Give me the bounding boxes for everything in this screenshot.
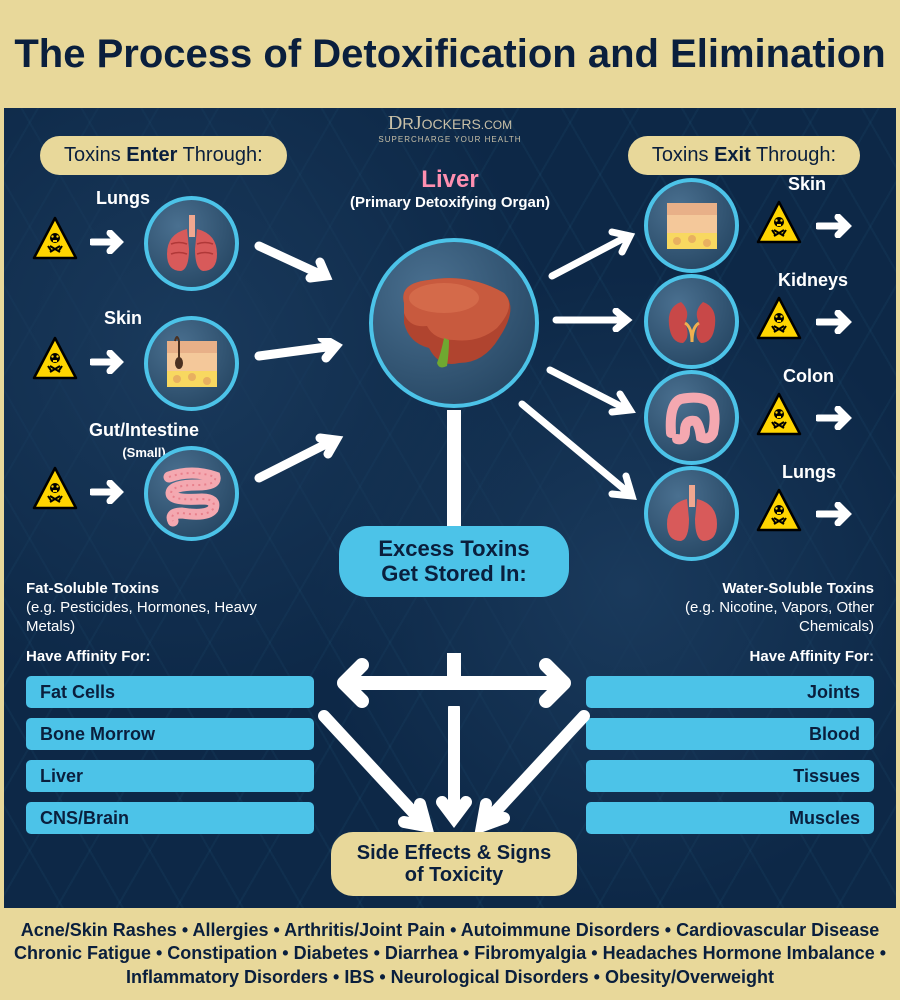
hazard-icon: [756, 392, 802, 438]
skin-icon: [657, 191, 727, 261]
infographic-root: The Process of Detoxification and Elimin…: [0, 0, 900, 1000]
arrow-icon: [254, 238, 344, 288]
arrow-icon: [254, 338, 354, 368]
side-effects-box: Side Effects & Signs of Toxicity: [331, 832, 577, 896]
fat-bar-2: Liver: [26, 760, 314, 792]
double-arrow-icon: [304, 653, 604, 713]
enter-label-1: Skin: [104, 308, 142, 329]
arrow-icon: [816, 406, 860, 430]
water-bar-2: Tissues: [586, 760, 874, 792]
enter-organ-0: [144, 196, 239, 291]
skin-icon: [157, 329, 227, 399]
arrow-icon: [90, 230, 130, 254]
hazard-icon: [756, 488, 802, 534]
exit-label-3: Lungs: [782, 462, 836, 483]
main-title: The Process of Detoxification and Elimin…: [14, 32, 885, 76]
arrow-icon: [816, 502, 860, 526]
diagram-body: DRJockers.COM SUPERCHARGE YOUR HEALTH To…: [0, 108, 900, 908]
water-bar-0: Joints: [586, 676, 874, 708]
kidneys-icon: [657, 287, 727, 357]
fat-bar-3: CNS/Brain: [26, 802, 314, 834]
arrow-icon: [552, 308, 642, 332]
fat-soluble-desc: Fat-Soluble Toxins (e.g. Pesticides, Hor…: [26, 580, 276, 636]
colon-icon: [657, 383, 727, 453]
hazard-icon: [756, 200, 802, 246]
footer-text: Acne/Skin Rashes • Allergies • Arthritis…: [14, 919, 886, 989]
brand-watermark: DRJockers.COM SUPERCHARGE YOUR HEALTH: [378, 112, 521, 144]
exit-label-0: Skin: [788, 174, 826, 195]
liver-icon: [389, 268, 519, 378]
exit-organ-3: [644, 466, 739, 561]
arrow-icon: [90, 350, 130, 374]
exit-pill: Toxins Exit Through:: [628, 136, 860, 175]
affinity-right: Have Affinity For:: [750, 648, 874, 665]
hazard-icon: [32, 466, 78, 512]
exit-label-2: Colon: [783, 366, 834, 387]
lungs-icon: [657, 479, 727, 549]
affinity-left: Have Affinity For:: [26, 648, 150, 665]
enter-organ-1: [144, 316, 239, 411]
footer-banner: Acne/Skin Rashes • Allergies • Arthritis…: [0, 908, 900, 1000]
exit-organ-1: [644, 274, 739, 369]
title-banner: The Process of Detoxification and Elimin…: [0, 0, 900, 108]
arrow-icon: [254, 428, 354, 488]
exit-organ-2: [644, 370, 739, 465]
lungs-icon: [157, 209, 227, 279]
arrow-icon: [514, 398, 644, 508]
water-bar-1: Blood: [586, 718, 874, 750]
enter-label-0: Lungs: [96, 188, 150, 209]
arrow-icon: [816, 310, 860, 334]
excess-box: Excess Toxins Get Stored In:: [339, 526, 569, 597]
exit-label-1: Kidneys: [778, 270, 848, 291]
converge-arrows-icon: [314, 706, 594, 846]
hazard-icon: [756, 296, 802, 342]
arrow-icon: [90, 480, 130, 504]
exit-organ-0: [644, 178, 739, 273]
hazard-icon: [32, 216, 78, 262]
fat-bar-1: Bone Morrow: [26, 718, 314, 750]
arrow-down-icon: [442, 410, 466, 530]
enter-pill: Toxins Enter Through:: [40, 136, 287, 175]
liver-label: Liver (Primary Detoxifying Organ): [350, 166, 550, 211]
intestine-icon: [157, 459, 227, 529]
liver-circle: [369, 238, 539, 408]
fat-bar-0: Fat Cells: [26, 676, 314, 708]
arrow-icon: [816, 214, 860, 238]
hazard-icon: [32, 336, 78, 382]
water-bar-3: Muscles: [586, 802, 874, 834]
arrow-icon: [544, 226, 644, 286]
water-soluble-desc: Water-Soluble Toxins (e.g. Nicotine, Vap…: [624, 580, 874, 636]
enter-organ-2: [144, 446, 239, 541]
